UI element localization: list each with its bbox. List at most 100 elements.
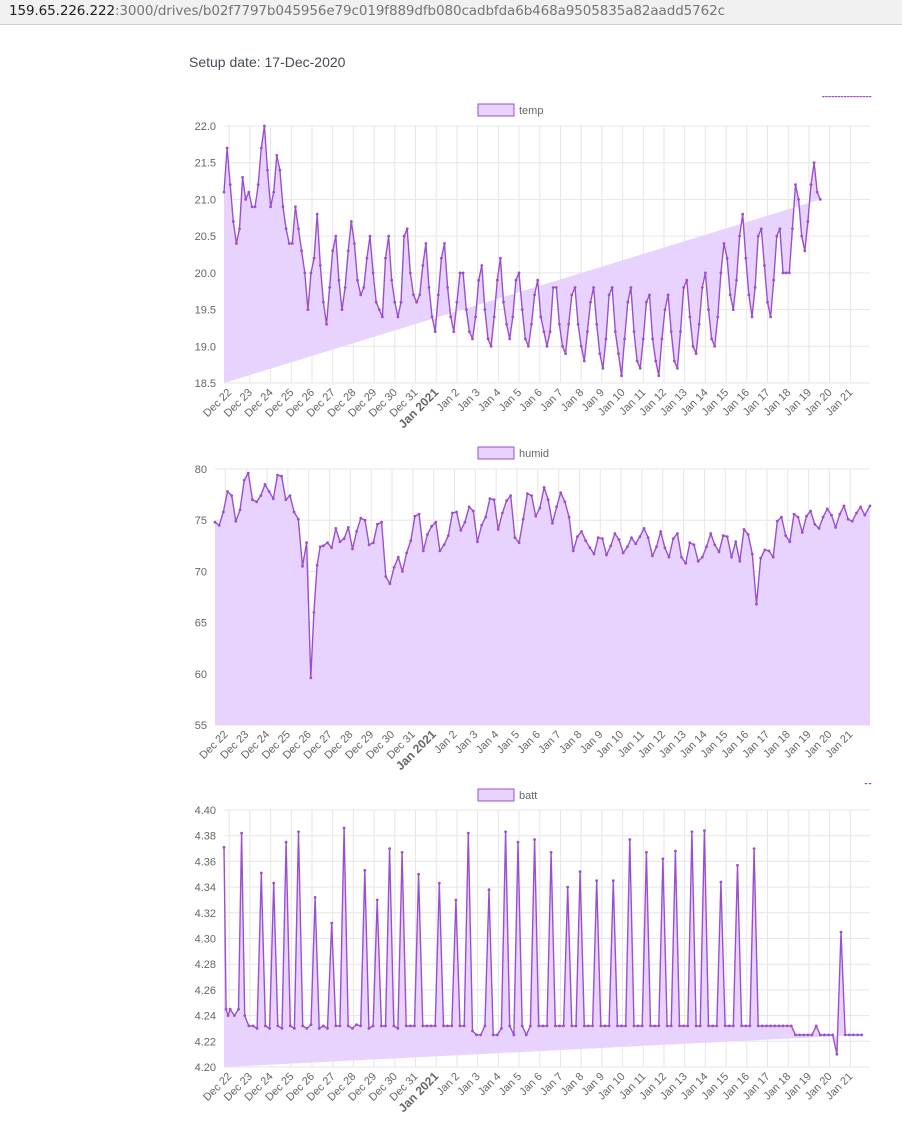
data-point <box>371 1024 375 1028</box>
data-point <box>856 96 859 98</box>
data-point <box>587 1024 590 1028</box>
y-tick-label: 55 <box>195 720 207 732</box>
data-point <box>480 523 483 527</box>
data-point <box>413 514 417 518</box>
data-point <box>746 533 750 536</box>
data-point <box>674 849 677 853</box>
data-point <box>436 293 440 297</box>
data-point <box>309 1023 313 1026</box>
data-point <box>578 870 582 874</box>
data-point <box>809 183 813 187</box>
data-point <box>558 1024 561 1028</box>
data-point <box>626 300 630 304</box>
data-point <box>700 286 704 289</box>
data-point <box>491 1033 495 1037</box>
data-point <box>802 1033 806 1037</box>
data-point <box>255 500 259 504</box>
data-point <box>855 511 858 515</box>
data-point <box>672 359 676 363</box>
data-point <box>598 352 602 355</box>
data-point <box>566 885 570 889</box>
data-point <box>500 1027 503 1030</box>
data-point <box>502 300 505 304</box>
data-point <box>276 1024 280 1028</box>
chart-legend[interactable]: temp <box>477 103 543 117</box>
data-point <box>331 249 335 253</box>
data-point <box>842 504 846 508</box>
data-point <box>638 535 642 538</box>
data-point <box>548 330 552 333</box>
chart-legend[interactable]: batt <box>477 788 537 802</box>
data-point <box>388 582 392 586</box>
data-point <box>421 549 425 553</box>
data-point <box>251 498 254 502</box>
data-point <box>475 1033 478 1037</box>
data-point <box>495 278 499 282</box>
data-point <box>617 538 621 542</box>
y-tick-label: 4.20 <box>195 1062 216 1074</box>
data-point <box>228 1007 232 1011</box>
data-point <box>213 520 217 524</box>
data-point <box>467 505 471 509</box>
data-point <box>492 498 496 502</box>
data-point <box>322 1024 325 1028</box>
data-point <box>748 1024 752 1028</box>
address-bar[interactable]: 159.65.226.222:3000/drives/b02f7797b0459… <box>0 0 902 25</box>
data-point <box>342 537 346 540</box>
data-point <box>865 96 869 98</box>
x-tick-label: Jan 8 <box>559 1071 587 1099</box>
data-point <box>794 1033 797 1037</box>
data-point <box>259 494 263 497</box>
data-point <box>809 509 812 513</box>
data-point <box>247 190 251 194</box>
data-point <box>620 374 623 378</box>
data-point <box>586 330 589 333</box>
data-point <box>545 344 549 348</box>
data-point <box>504 830 507 834</box>
data-point <box>489 344 493 348</box>
data-point <box>707 1024 710 1028</box>
data-point <box>284 498 288 502</box>
data-point <box>765 1024 768 1028</box>
data-point <box>638 366 642 370</box>
data-point <box>592 286 595 289</box>
data-point <box>268 1027 271 1030</box>
data-point <box>659 530 663 533</box>
data-point <box>769 315 772 319</box>
data-point <box>542 330 546 333</box>
data-point <box>303 271 307 275</box>
temp-chart: temp22.021.521.020.520.019.519.018.5Dec … <box>195 96 872 431</box>
data-point <box>430 315 434 319</box>
data-point <box>514 278 518 282</box>
data-point <box>521 517 525 521</box>
data-point <box>859 505 862 509</box>
data-point <box>438 549 442 553</box>
data-point <box>452 330 456 333</box>
data-point <box>440 256 443 260</box>
data-point <box>271 497 275 501</box>
data-point <box>474 315 477 319</box>
data-point <box>272 190 276 194</box>
url-text[interactable]: 159.65.226.222:3000/drives/b02f7797b0459… <box>9 3 725 19</box>
data-point <box>281 205 285 209</box>
x-tick-label: Jan 5 <box>495 729 523 757</box>
data-point <box>284 840 288 844</box>
data-point <box>292 510 296 514</box>
data-point <box>704 271 707 275</box>
data-point <box>563 500 567 504</box>
data-point <box>846 517 850 521</box>
data-point <box>446 1024 449 1028</box>
data-point <box>415 300 418 304</box>
data-point <box>231 220 235 223</box>
data-point <box>538 506 542 510</box>
data-point <box>750 315 754 319</box>
data-point <box>797 198 800 201</box>
data-point <box>409 539 413 543</box>
data-point <box>253 205 257 209</box>
data-point <box>813 522 817 526</box>
data-point <box>529 1024 532 1028</box>
chart-legend[interactable]: humid <box>477 446 549 460</box>
data-point <box>251 1024 255 1028</box>
data-point <box>775 519 779 523</box>
